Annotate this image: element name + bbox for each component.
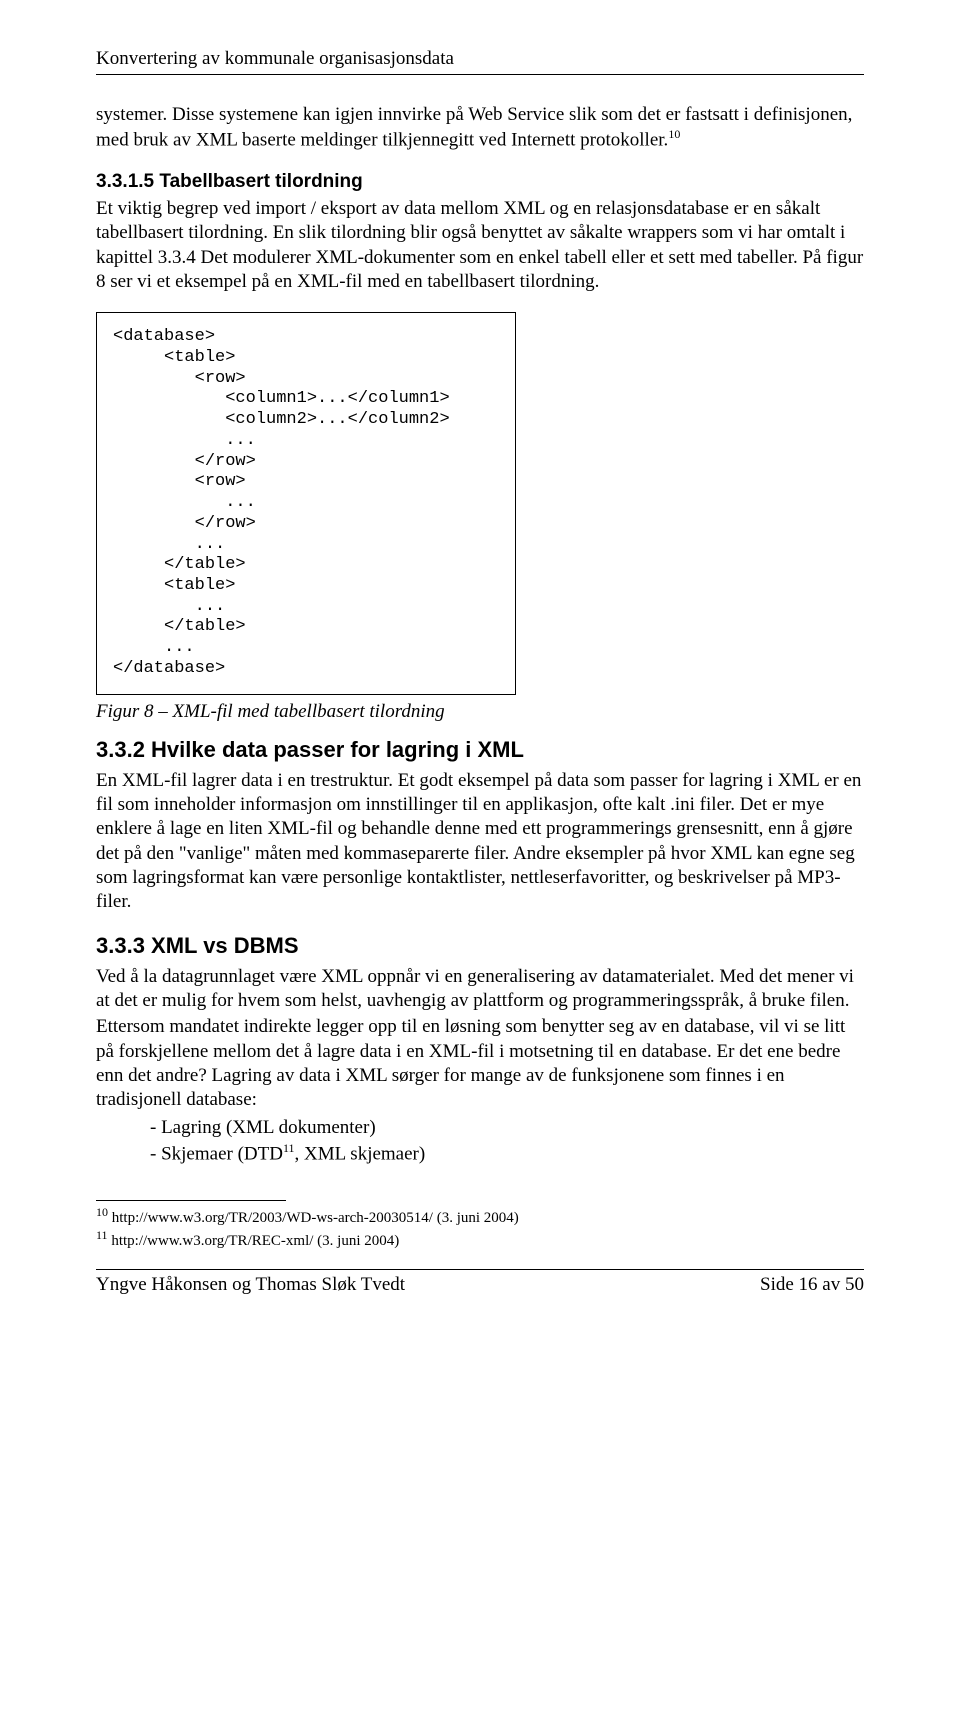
header-rule	[96, 74, 864, 75]
footer-rule	[96, 1269, 864, 1270]
heading-333: 3.3.3 XML vs DBMS	[96, 933, 864, 959]
subheading-3315: 3.3.1.5 Tabellbasert tilordning	[96, 171, 864, 193]
footer-right: Side 16 av 50	[760, 1274, 864, 1296]
footnote-text-10: http://www.w3.org/TR/2003/WD-ws-arch-200…	[108, 1210, 519, 1226]
paragraph-intro-text: systemer. Disse systemene kan igjen innv…	[96, 104, 852, 151]
paragraph-3315: Et viktig begrep ved import / eksport av…	[96, 197, 864, 294]
running-header: Konvertering av kommunale organisasjonsd…	[96, 48, 864, 70]
page-container: Konvertering av kommunale organisasjonsd…	[0, 0, 960, 1336]
bullet-list: - Lagring (XML dokumenter) - Skjemaer (D…	[96, 1116, 864, 1166]
footer-left: Yngve Håkonsen og Thomas Sløk Tvedt	[96, 1274, 405, 1296]
figure-caption-8: Figur 8 – XML-fil med tabellbasert tilor…	[96, 701, 864, 723]
footnote-rule	[96, 1200, 286, 1201]
footnote-num-10: 10	[96, 1205, 108, 1219]
list-item-text-a: - Skjemaer (DTD	[150, 1143, 283, 1164]
code-content: <database> <table> <row> <column1>...</c…	[113, 327, 499, 679]
footnote-num-11: 11	[96, 1228, 108, 1242]
code-box-xml: <database> <table> <row> <column1>...</c…	[96, 312, 516, 694]
footnote-ref-10: 10	[668, 127, 680, 141]
paragraph-333-2: Ettersom mandatet indirekte legger opp t…	[96, 1015, 864, 1112]
heading-332: 3.3.2 Hvilke data passer for lagring i X…	[96, 737, 864, 763]
footnote-10: 10 http://www.w3.org/TR/2003/WD-ws-arch-…	[96, 1205, 864, 1228]
paragraph-333-1: Ved å la datagrunnlaget være XML oppnår …	[96, 965, 864, 1014]
footnote-text-11: http://www.w3.org/TR/REC-xml/ (3. juni 2…	[108, 1233, 400, 1249]
footer: Yngve Håkonsen og Thomas Sløk Tvedt Side…	[96, 1274, 864, 1296]
paragraph-intro: systemer. Disse systemene kan igjen innv…	[96, 103, 864, 153]
list-item: - Lagring (XML dokumenter)	[96, 1116, 864, 1140]
paragraph-332: En XML-fil lagrer data i en trestruktur.…	[96, 769, 864, 915]
list-item-text-b: , XML skjemaer)	[295, 1143, 426, 1164]
footnote-11: 11 http://www.w3.org/TR/REC-xml/ (3. jun…	[96, 1228, 864, 1251]
list-item: - Skjemaer (DTD11, XML skjemaer)	[96, 1141, 864, 1167]
footnote-ref-11: 11	[283, 1141, 295, 1155]
